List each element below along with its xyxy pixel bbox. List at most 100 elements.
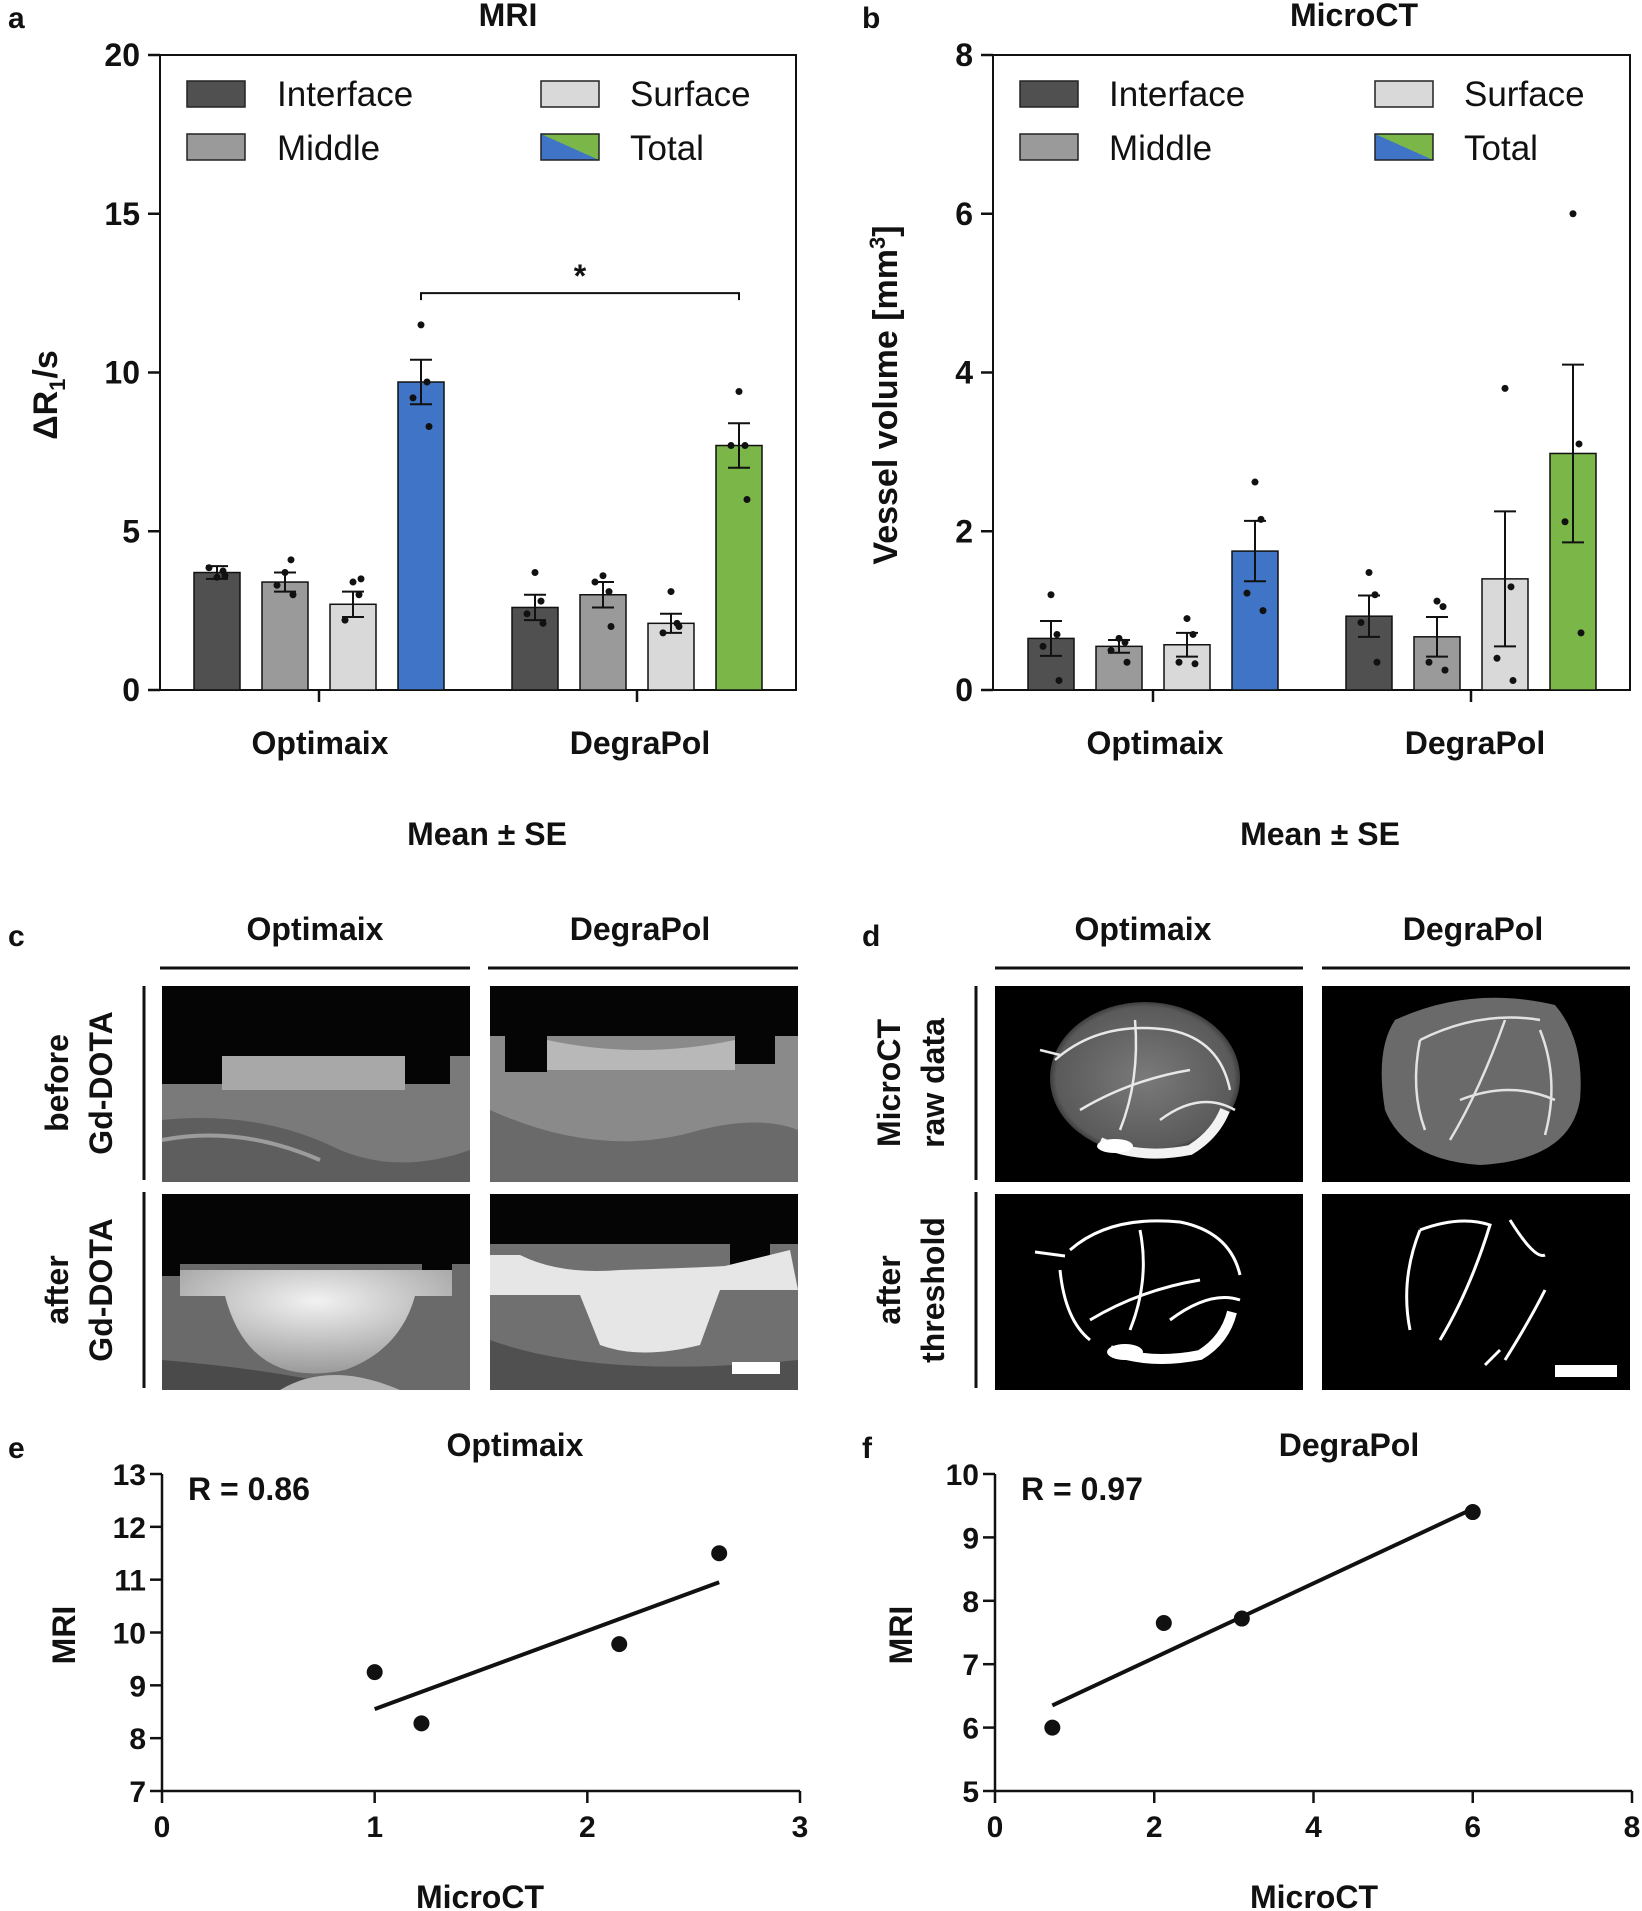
data-point <box>1439 603 1447 611</box>
scale-bar <box>1555 1365 1617 1377</box>
data-point <box>667 588 675 596</box>
data-point <box>659 629 667 637</box>
mri-image-degrapol-after <box>490 1194 798 1390</box>
chart-f-xlabel: MicroCT <box>1250 1879 1378 1911</box>
data-point <box>205 564 213 572</box>
y-tick-label: 11 <box>114 1565 146 1598</box>
data-point <box>1433 597 1441 605</box>
data-point <box>357 575 365 583</box>
x-tick-label: 8 <box>1624 1811 1641 1844</box>
data-point <box>537 597 545 605</box>
panel-c-row-before-agent: Gd-DOTA <box>83 1011 119 1154</box>
scatter-point <box>1233 1610 1250 1627</box>
chart-b-group-optimaix: Optimaix <box>1087 725 1224 761</box>
x-tick-label: 6 <box>1464 1811 1481 1844</box>
data-point <box>1183 615 1191 623</box>
panel-d-col-degrapol: DegraPol <box>1403 911 1543 947</box>
chart-e-annotation: R = 0.86 <box>188 1471 310 1507</box>
bar <box>579 594 627 691</box>
data-point <box>221 572 229 580</box>
chart-b-group-degrapol: DegraPol <box>1405 725 1545 761</box>
legend-label-total: Total <box>1464 129 1538 168</box>
data-point <box>1039 642 1047 650</box>
panel-d-row-after: after <box>871 1255 907 1324</box>
data-point <box>1053 630 1061 638</box>
data-point <box>1569 210 1577 218</box>
panel-letter-d: d <box>862 920 880 953</box>
data-point <box>1373 658 1381 666</box>
y-tick-label: 8 <box>129 1723 146 1756</box>
y-tick-label: 2 <box>955 513 973 549</box>
data-point <box>539 619 547 627</box>
data-point <box>287 556 295 564</box>
data-point <box>1561 518 1569 526</box>
legend-label-interface: Interface <box>277 75 413 114</box>
scatter-point <box>1464 1504 1481 1521</box>
scatter-point <box>611 1636 628 1653</box>
data-point <box>743 496 751 503</box>
chart-f-degrapol-correlation: DegraPol R = 0.97 MRI MicroCT 5 6 7 8 9 10 0 2 4… <box>883 1427 1640 1911</box>
chart-f-annotation: R = 0.97 <box>1021 1471 1143 1507</box>
panel-letter-c: c <box>8 920 25 953</box>
y-tick-label: 6 <box>955 196 973 232</box>
data-point <box>675 623 683 630</box>
data-point <box>1509 676 1517 684</box>
significance-bracket <box>420 292 740 301</box>
chart-a-mri: MRI ΔR1/s 0 5 10 15 20 * Interface Middle Sur… <box>27 0 797 852</box>
panel-d-col-optimaix: Optimaix <box>1075 911 1212 947</box>
panel-letter-f: f <box>862 1432 873 1465</box>
y-tick-label: 10 <box>946 1459 979 1492</box>
y-tick-label: 0 <box>122 672 140 708</box>
data-point <box>1441 666 1449 674</box>
legend-label-middle: Middle <box>277 129 380 168</box>
chart-e-optimaix-correlation: Optimaix R = 0.86 MRI MicroCT 7891011121… <box>46 1427 808 1911</box>
panel-letter-b: b <box>862 2 880 35</box>
data-point <box>741 442 749 450</box>
bar <box>715 444 763 691</box>
y-tick-label: 7 <box>129 1776 146 1809</box>
data-point <box>289 591 297 599</box>
data-point <box>1055 676 1063 684</box>
bar <box>1163 644 1211 691</box>
chart-e-title: Optimaix <box>447 1427 584 1463</box>
regression-line <box>373 1580 720 1711</box>
data-point <box>1371 591 1379 599</box>
data-point <box>1425 658 1433 666</box>
panel-letter-a: a <box>8 2 25 35</box>
chart-b-microct: MicroCT Vessel volume [mm3] 0 2 4 6 8 Interf… <box>865 0 1631 852</box>
y-tick-label: 15 <box>104 196 140 232</box>
data-point <box>1251 478 1259 486</box>
data-point <box>1189 630 1197 638</box>
x-tick-label: 0 <box>154 1811 171 1844</box>
panel-letter-e: e <box>8 1432 25 1465</box>
data-point <box>1501 384 1509 392</box>
y-tick-label: 8 <box>955 37 973 73</box>
bar <box>261 581 309 691</box>
y-tick-label: 7 <box>962 1649 979 1682</box>
x-tick-label: 0 <box>987 1811 1004 1844</box>
y-tick-label: 9 <box>129 1670 146 1703</box>
legend-label-surface: Surface <box>630 75 751 114</box>
bar <box>511 606 559 691</box>
chart-a-title: MRI <box>479 0 538 33</box>
microct-image-optimaix-raw <box>995 986 1303 1182</box>
data-point <box>409 394 417 402</box>
y-tick-label: 12 <box>113 1512 146 1545</box>
data-point <box>735 388 743 396</box>
panel-d-row-microct: MicroCT <box>871 1019 907 1147</box>
data-point <box>1191 660 1199 668</box>
data-point <box>1493 654 1501 662</box>
chart-e-xlabel: MicroCT <box>416 1879 544 1911</box>
data-point <box>523 610 531 618</box>
panel-d-row-threshold: threshold <box>915 1217 951 1363</box>
data-point <box>273 581 281 589</box>
y-tick-label: 5 <box>962 1776 979 1809</box>
chart-e-ylabel: MRI <box>46 1606 82 1665</box>
data-point <box>425 422 433 430</box>
chart-f-ylabel: MRI <box>883 1606 919 1665</box>
chart-a-group-optimaix: Optimaix <box>252 725 389 761</box>
data-point <box>1259 607 1267 615</box>
data-point <box>213 573 221 581</box>
legend-swatch-middle <box>1019 133 1079 161</box>
